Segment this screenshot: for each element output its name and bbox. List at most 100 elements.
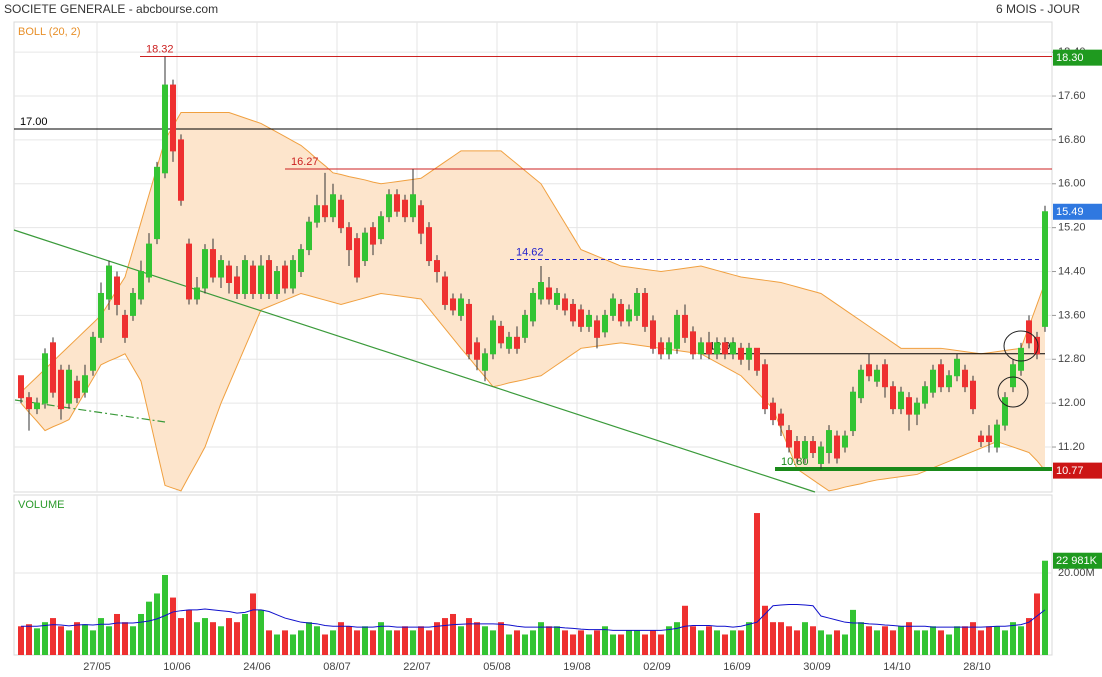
volume-bar <box>466 618 472 655</box>
candle-body <box>146 243 152 278</box>
volume-bar <box>834 630 840 655</box>
volume-bar <box>1002 630 1008 655</box>
band-upper <box>20 111 1046 393</box>
candle-body <box>218 260 224 278</box>
volume-bar <box>882 626 888 655</box>
y-tick-label: 14.40 <box>1058 265 1086 277</box>
volume-bar <box>1034 593 1040 655</box>
candle-body <box>186 243 192 300</box>
highlight-circle <box>997 376 1029 408</box>
candle-body <box>746 347 752 360</box>
candle-body <box>410 194 416 218</box>
volume-bar <box>514 630 520 655</box>
volume-bar <box>546 626 552 655</box>
candle-body <box>618 303 624 322</box>
y-tick-label: 13.60 <box>1058 309 1086 321</box>
candle-body <box>930 369 936 393</box>
volume-bar <box>370 630 376 655</box>
candle-body <box>714 342 720 355</box>
volume-bar <box>842 634 848 655</box>
volume-bar <box>106 626 112 655</box>
candle-body <box>706 342 712 355</box>
candle-body <box>698 342 704 355</box>
volume-bar <box>914 630 920 655</box>
price-badge <box>1053 49 1102 66</box>
volume-bar <box>418 626 424 655</box>
volume-bar <box>746 622 752 655</box>
y-tick-label: 11.20 <box>1058 441 1085 453</box>
x-tick-label: 28/10 <box>963 661 991 673</box>
volume-bar <box>170 597 176 655</box>
volume-bar <box>330 630 336 655</box>
level-label: 16.27 <box>291 156 319 168</box>
volume-bar <box>234 622 240 655</box>
volume-bar <box>562 630 568 655</box>
volume-bar <box>794 630 800 655</box>
x-tick-label: 05/08 <box>483 661 511 673</box>
y-tick-label: 17.60 <box>1058 90 1086 102</box>
volume-bar <box>930 626 936 655</box>
volume-bar <box>690 626 696 655</box>
y-tick-label: 12.00 <box>1058 397 1086 409</box>
volume-bar <box>258 609 264 655</box>
candle-body <box>434 260 440 273</box>
y-tick-label: 16.80 <box>1058 134 1086 146</box>
candle-body <box>154 166 160 240</box>
candle-body <box>554 292 560 305</box>
candle-body <box>978 435 984 443</box>
volume-bar <box>682 605 688 655</box>
volume-bar <box>1018 626 1024 655</box>
candle-body <box>882 364 888 388</box>
candle-body <box>1002 397 1008 426</box>
candle-body <box>178 139 184 201</box>
candle-body <box>298 249 304 273</box>
price-badge <box>1053 552 1102 569</box>
candle-body <box>442 276 448 305</box>
candle-body <box>946 375 952 388</box>
volume-bar <box>306 622 312 655</box>
y-tick-label: 16.00 <box>1058 178 1086 190</box>
volume-bar <box>1026 618 1032 655</box>
volume-bar <box>18 626 24 655</box>
candle-body <box>234 276 240 294</box>
volume-bar <box>122 622 128 655</box>
candle-body <box>362 232 368 262</box>
candle-body <box>546 287 552 300</box>
candle-body <box>138 271 144 300</box>
x-tick-label: 24/06 <box>243 661 271 673</box>
x-tick-label: 08/07 <box>323 661 351 673</box>
volume-bar <box>826 634 832 655</box>
candle-body <box>394 194 400 212</box>
candle-body <box>994 424 1000 448</box>
level-label: 14.62 <box>516 246 544 258</box>
candle-body <box>338 199 344 229</box>
candle-body <box>466 303 472 355</box>
candle-body <box>402 199 408 218</box>
candle-body <box>906 397 912 415</box>
candle-body <box>786 430 792 448</box>
volume-bar <box>922 630 928 655</box>
candle-body <box>162 84 168 174</box>
volume-bar <box>810 626 816 655</box>
badge-label: 15.49 <box>1056 206 1084 218</box>
candle-body <box>818 446 824 464</box>
candle-body <box>386 194 392 218</box>
volume-bar <box>378 622 384 655</box>
candle-body <box>74 380 80 399</box>
candle-body <box>346 227 352 251</box>
candle-body <box>914 402 920 415</box>
volume-bar <box>994 626 1000 655</box>
volume-bar <box>954 626 960 655</box>
volume-bar <box>618 634 624 655</box>
candle-body <box>866 364 872 377</box>
volume-bar <box>218 626 224 655</box>
volume-bar <box>962 626 968 655</box>
candle-body <box>770 402 776 421</box>
level-label: 17.00 <box>20 116 48 128</box>
candle-body <box>498 325 504 344</box>
candle-body <box>378 216 384 240</box>
candle-body <box>682 314 688 338</box>
volume-bar <box>986 626 992 655</box>
volume-bar <box>242 613 248 655</box>
